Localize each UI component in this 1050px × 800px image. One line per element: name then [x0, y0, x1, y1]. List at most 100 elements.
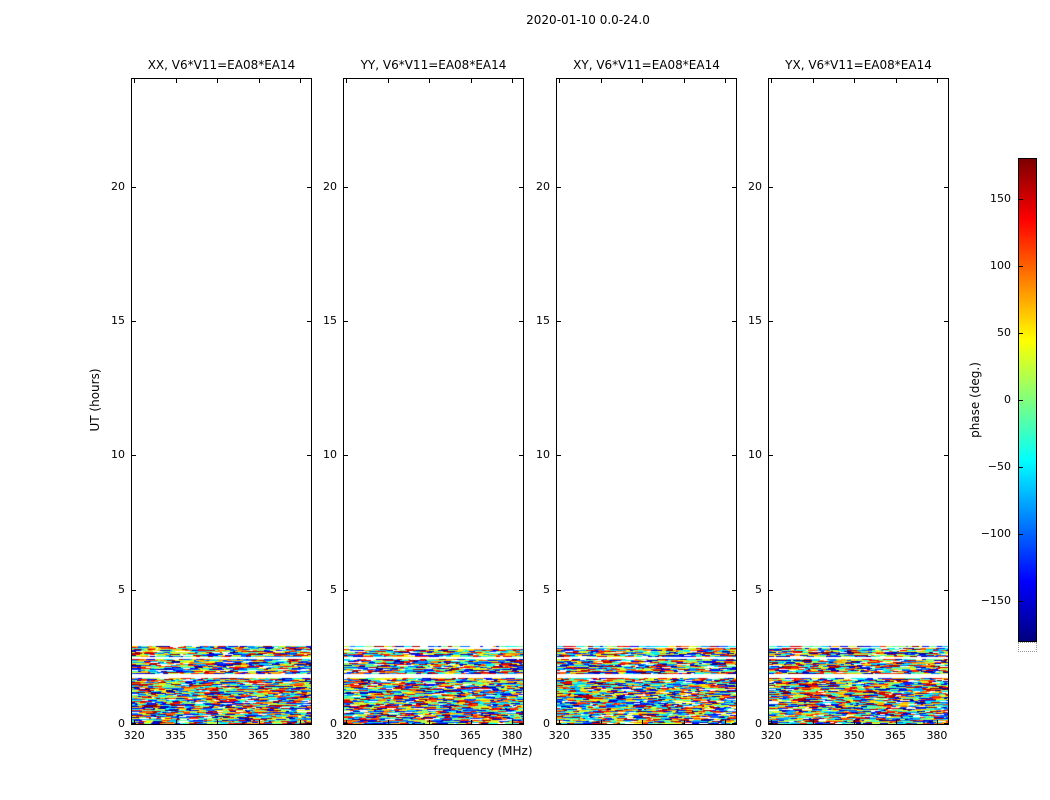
y-tick	[519, 455, 523, 457]
y-tick	[557, 186, 561, 188]
y-tick	[557, 320, 561, 322]
y-tick	[732, 589, 736, 591]
colorbar: −150 −100 −50 0 50 100 150 phase (deg.)	[968, 158, 1037, 652]
colorbar-tick-label: 150	[990, 192, 1011, 206]
x-tick	[600, 720, 602, 724]
x-tick	[299, 79, 301, 83]
colorbar-gradient	[1019, 159, 1036, 641]
y-tick-label: 15	[536, 313, 550, 327]
x-tick	[683, 79, 685, 83]
x-tick	[217, 79, 219, 83]
y-tick-label: 20	[323, 179, 337, 193]
y-tick	[944, 589, 948, 591]
x-tick-label: 335	[377, 729, 399, 742]
x-tick	[600, 79, 602, 83]
x-tick-label: 350	[418, 729, 440, 742]
colorbar-tick-label: 0	[1004, 393, 1011, 406]
x-tick	[511, 720, 513, 724]
x-tick-label: 380	[926, 729, 948, 742]
y-tick	[344, 589, 348, 591]
y-tick-label: 10	[323, 448, 337, 462]
x-tick-label: 320	[123, 729, 145, 742]
colorbar-tick-label: −150	[980, 593, 1011, 607]
x-tick	[812, 720, 814, 724]
y-tick	[519, 723, 523, 724]
colorbar-tick-label: −50	[987, 459, 1011, 473]
y-tick	[732, 320, 736, 322]
y-tick	[307, 455, 311, 457]
colorbar-tick	[1019, 199, 1023, 201]
y-tick	[132, 455, 136, 457]
y-tick	[769, 589, 773, 591]
x-tick-label: 380	[289, 729, 311, 742]
colorbar-tick	[1019, 400, 1023, 401]
x-tick-label: 320	[548, 729, 570, 742]
x-tick-label: 320	[335, 729, 357, 742]
y-tick	[307, 723, 311, 724]
x-tick	[895, 720, 897, 724]
x-tick-label: 380	[714, 729, 736, 742]
panel-title-yx: YX, V6*V11=EA08*EA14	[785, 58, 932, 72]
x-tick-label: 350	[206, 729, 228, 742]
panel-title-yy: YY, V6*V11=EA08*EA14	[360, 58, 507, 72]
x-tick	[134, 79, 136, 83]
y-tick-label: 15	[111, 313, 125, 327]
x-tick-label: 365	[673, 729, 694, 742]
y-tick-label: 5	[330, 582, 337, 596]
y-tick-label: 20	[748, 179, 762, 193]
x-tick	[175, 720, 177, 724]
y-tick	[769, 455, 773, 457]
y-tick	[132, 186, 136, 188]
y-tick-label: 20	[111, 179, 125, 193]
x-tick	[346, 79, 348, 83]
x-tick	[387, 79, 389, 83]
x-tick	[936, 79, 938, 83]
y-tick-label: 5	[755, 582, 762, 596]
y-tick	[344, 320, 348, 322]
x-axis-label: frequency (MHz)	[433, 744, 533, 758]
x-tick	[724, 720, 726, 724]
x-tick	[683, 720, 685, 724]
y-tick-label: 20	[536, 179, 550, 193]
x-tick	[387, 720, 389, 724]
y-tick-label: 0	[118, 717, 125, 730]
x-tick-label: 365	[248, 729, 269, 742]
y-tick	[132, 723, 136, 724]
y-tick	[519, 186, 523, 188]
x-tick	[854, 720, 856, 724]
x-tick	[258, 79, 260, 83]
x-tick-label: 365	[460, 729, 481, 742]
heatmap-canvas-xy	[557, 79, 736, 724]
colorbar-tick	[1019, 266, 1023, 268]
x-tick-label: 380	[501, 729, 523, 742]
x-tick	[299, 720, 301, 724]
y-tick	[344, 455, 348, 457]
x-tick-label: 365	[885, 729, 906, 742]
y-tick	[732, 455, 736, 457]
heatmap-panel-xx: XX, V6*V11=EA08*EA14 0 5 10 15 20 320 335 350 365…	[111, 58, 312, 742]
colorbar-tick-label: −100	[980, 526, 1011, 540]
y-tick	[557, 723, 561, 724]
x-tick	[258, 720, 260, 724]
y-tick	[557, 589, 561, 591]
colorbar-tick	[1019, 466, 1023, 468]
x-tick-label: 350	[843, 729, 865, 742]
y-tick-label: 15	[323, 313, 337, 327]
colorbar-tick-label: 50	[997, 326, 1011, 340]
y-tick	[519, 320, 523, 322]
y-tick-label: 15	[748, 313, 762, 327]
heatmap-panel-yy: YY, V6*V11=EA08*EA14 0 5 10 15 20 320 335 350 365…	[323, 58, 524, 742]
y-tick	[769, 320, 773, 322]
x-tick	[470, 720, 472, 724]
x-tick	[559, 720, 561, 724]
x-tick	[175, 79, 177, 83]
y-tick	[307, 589, 311, 591]
x-tick	[511, 79, 513, 83]
x-tick-label: 335	[165, 729, 187, 742]
y-tick	[557, 455, 561, 457]
x-tick	[895, 79, 897, 83]
colorbar-tick	[1019, 533, 1023, 535]
x-tick	[429, 720, 431, 724]
colorbar-extension	[1018, 642, 1037, 652]
